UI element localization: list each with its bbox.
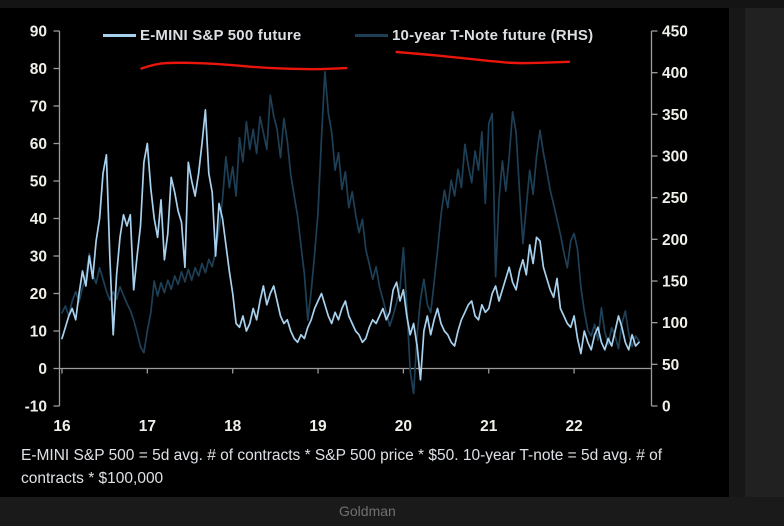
- right-axis-tick-label: 300: [662, 149, 688, 166]
- legend-label-tnote: 10-year T-Note future (RHS): [392, 27, 594, 44]
- series-line-tnote: [61, 70, 640, 395]
- left-axis-tick-label: 30: [30, 249, 47, 266]
- legend-item-emini: E-MINI S&P 500 future: [103, 27, 302, 44]
- annotation-red-line-2: [395, 50, 571, 65]
- legend-label-emini: E-MINI S&P 500 future: [140, 27, 302, 44]
- x-axis-tick-label: 17: [139, 418, 156, 435]
- legend-line-sample-tnote: [355, 34, 388, 37]
- brand-label: Goldman: [339, 503, 396, 519]
- x-axis-tick-label: 21: [480, 418, 498, 435]
- window-top-strip: [0, 0, 784, 8]
- left-axis-tick-label: -10: [25, 399, 47, 416]
- legend-line-sample-emini: [103, 34, 136, 37]
- x-axis-tick-label: 20: [395, 418, 412, 435]
- right-axis-tick-label: 350: [662, 107, 688, 124]
- annotation-red-line-1: [140, 61, 348, 71]
- right-axis-tick-label: 50: [662, 357, 679, 374]
- right-axis-tick-label: 100: [662, 315, 688, 332]
- x-axis-tick-label: 16: [53, 418, 71, 435]
- right-axis-tick-label: 450: [662, 24, 688, 41]
- chart-footnote: E-MINI S&P 500 = 5d avg. # of contracts …: [21, 444, 711, 490]
- right-axis-tick-label: 250: [662, 190, 688, 207]
- left-axis-tick-label: 20: [30, 286, 47, 303]
- left-axis-tick-label: 80: [30, 61, 47, 78]
- chart-footnote-line2: contracts * $100,000: [21, 470, 164, 487]
- chart-footnote-line1: E-MINI S&P 500 = 5d avg. # of contracts …: [21, 447, 663, 464]
- left-axis-tick-label: 90: [30, 24, 47, 41]
- chart-panel-edge: [729, 8, 745, 497]
- right-axis-tick-label: 200: [662, 232, 688, 249]
- chart-panel-background: [0, 8, 729, 497]
- left-axis-tick-label: 10: [30, 324, 47, 341]
- right-axis-tick-label: 150: [662, 274, 688, 291]
- x-axis-tick-label: 19: [309, 418, 327, 435]
- left-axis-tick-label: 0: [38, 361, 47, 378]
- right-axis-tick-label: 400: [662, 65, 688, 82]
- right-axis-tick-label: 0: [662, 399, 671, 416]
- x-axis-tick-label: 18: [224, 418, 242, 435]
- legend-item-tnote: 10-year T-Note future (RHS): [355, 27, 594, 44]
- series-line-emini: [61, 108, 640, 381]
- left-axis-tick-label: 50: [30, 174, 47, 191]
- left-axis-tick-label: 70: [30, 99, 47, 116]
- footer-bar: Goldman: [0, 497, 784, 526]
- x-axis-tick-label: 22: [565, 418, 582, 435]
- left-axis-tick-label: 40: [30, 211, 47, 228]
- left-axis-tick-label: 60: [30, 136, 47, 153]
